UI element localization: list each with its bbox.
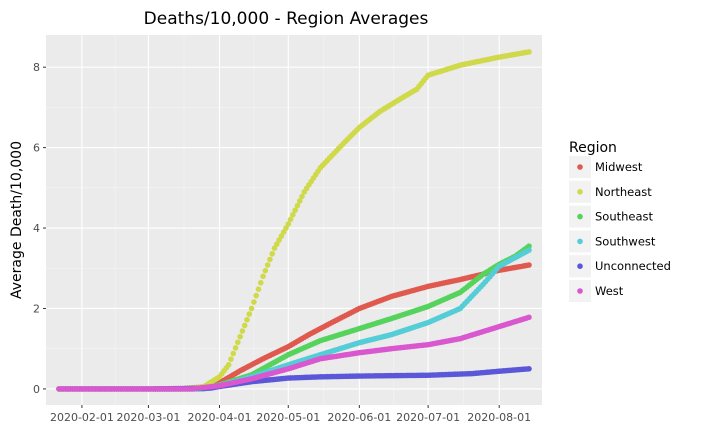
x-tick-label: 2020-02-01 — [50, 411, 114, 424]
y-tick-label: 6 — [33, 142, 40, 155]
data-point — [225, 361, 232, 368]
data-point — [526, 314, 532, 321]
legend-item-northeast: Northeast — [569, 180, 652, 203]
legend-item-west: West — [569, 280, 624, 302]
data-point — [285, 221, 292, 227]
data-point — [237, 333, 243, 340]
data-point — [287, 216, 294, 223]
legend-marker — [577, 189, 583, 195]
data-point — [230, 350, 237, 357]
y-tick-label: 4 — [33, 222, 40, 235]
data-point — [262, 267, 269, 274]
chart-title: Deaths/10,000 - Region Averages — [144, 9, 429, 29]
legend: Region Midwest Northeast Southeast Southwes… — [569, 140, 671, 302]
data-point — [269, 250, 276, 257]
data-point — [526, 243, 532, 249]
x-tick-label: 2020-04-01 — [188, 411, 252, 424]
data-point — [248, 305, 255, 312]
legend-item-midwest: Midwest — [569, 156, 643, 178]
legend-marker — [577, 288, 583, 294]
legend-marker — [577, 164, 583, 170]
x-tick-label: 2020-07-01 — [396, 411, 460, 424]
data-point — [232, 345, 239, 351]
x-tick-label: 2020-05-01 — [256, 411, 320, 424]
legend-item-unconnected: Unconnected — [569, 255, 671, 278]
data-point — [260, 273, 266, 280]
legend-label: Unconnected — [595, 259, 671, 273]
y-tick-label: 2 — [33, 302, 40, 315]
data-point — [257, 279, 264, 286]
data-point — [251, 299, 257, 305]
data-point — [264, 262, 271, 268]
legend-marker — [577, 263, 583, 270]
axes: 0 2 4 6 8 2020-02-01 2020-03-01 2020-04-01 2020-… — [33, 61, 531, 424]
data-point — [241, 322, 248, 329]
series-west — [56, 314, 532, 392]
legend-label: Northeast — [595, 185, 652, 199]
data-point — [526, 247, 532, 253]
data-point — [255, 286, 262, 292]
legend-marker — [577, 213, 583, 220]
data-point — [526, 49, 532, 55]
data-point — [292, 207, 298, 214]
legend-label: Southwest — [595, 234, 656, 248]
data-point — [246, 311, 253, 317]
x-tick-label: 2020-03-01 — [116, 411, 180, 424]
data-points — [56, 49, 532, 392]
data-point — [294, 202, 301, 209]
data-point — [235, 339, 241, 346]
legend-label: West — [595, 284, 624, 298]
legend-label: Southeast — [595, 210, 654, 224]
data-point — [296, 198, 303, 204]
y-tick-label: 8 — [33, 61, 40, 74]
legend-title: Region — [569, 140, 617, 156]
legend-label: Midwest — [595, 160, 643, 174]
data-point — [228, 356, 234, 362]
data-point — [253, 292, 259, 299]
x-tick-label: 2020-08-01 — [467, 411, 531, 424]
data-point — [239, 328, 246, 334]
legend-item-southeast: Southeast — [569, 205, 654, 228]
data-point — [526, 366, 532, 372]
data-point — [267, 256, 273, 263]
legend-item-southwest: Southwest — [569, 230, 656, 253]
data-point — [244, 316, 250, 323]
legend-marker — [577, 238, 583, 245]
data-point — [290, 212, 296, 218]
y-tick-label: 0 — [33, 383, 40, 396]
x-tick-label: 2020-06-01 — [327, 411, 391, 424]
data-point — [526, 262, 532, 268]
data-point — [299, 193, 305, 200]
y-axis-label: Average Death/10,000 — [9, 141, 25, 299]
